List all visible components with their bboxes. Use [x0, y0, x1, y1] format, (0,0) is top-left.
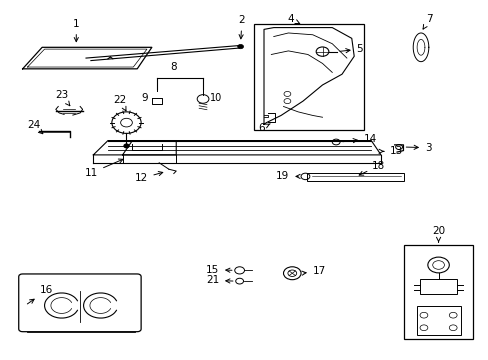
Text: 19: 19 [276, 171, 300, 181]
Bar [254, 24, 363, 130]
Text: 24: 24 [27, 121, 43, 134]
Text: 4: 4 [287, 14, 299, 24]
Bar [419, 279, 456, 294]
Circle shape [237, 44, 243, 49]
Text: 20: 20 [431, 226, 444, 242]
Text: 15: 15 [205, 265, 231, 275]
Bar [404, 245, 472, 338]
Text: 10: 10 [210, 93, 222, 103]
Text: 23: 23 [55, 90, 70, 106]
Text: 14: 14 [342, 134, 376, 144]
Text: 2: 2 [238, 15, 245, 39]
Text: 12: 12 [135, 171, 163, 183]
Text: 8: 8 [170, 62, 177, 72]
Text: 3: 3 [406, 143, 430, 153]
Bar [416, 306, 460, 335]
Text: 22: 22 [113, 95, 126, 111]
Text: 18: 18 [358, 161, 385, 175]
Bar [306, 173, 404, 181]
Text: 13: 13 [378, 146, 402, 156]
Text: 5: 5 [339, 44, 363, 54]
Text: 11: 11 [85, 159, 122, 178]
Text: 7: 7 [422, 14, 432, 29]
Text: 1: 1 [73, 19, 80, 42]
Text: 16: 16 [27, 285, 53, 304]
Text: 6: 6 [258, 123, 269, 133]
Text: 21: 21 [205, 275, 232, 285]
Text: 17: 17 [301, 266, 325, 276]
Circle shape [124, 144, 129, 148]
Text: 9: 9 [141, 93, 148, 103]
